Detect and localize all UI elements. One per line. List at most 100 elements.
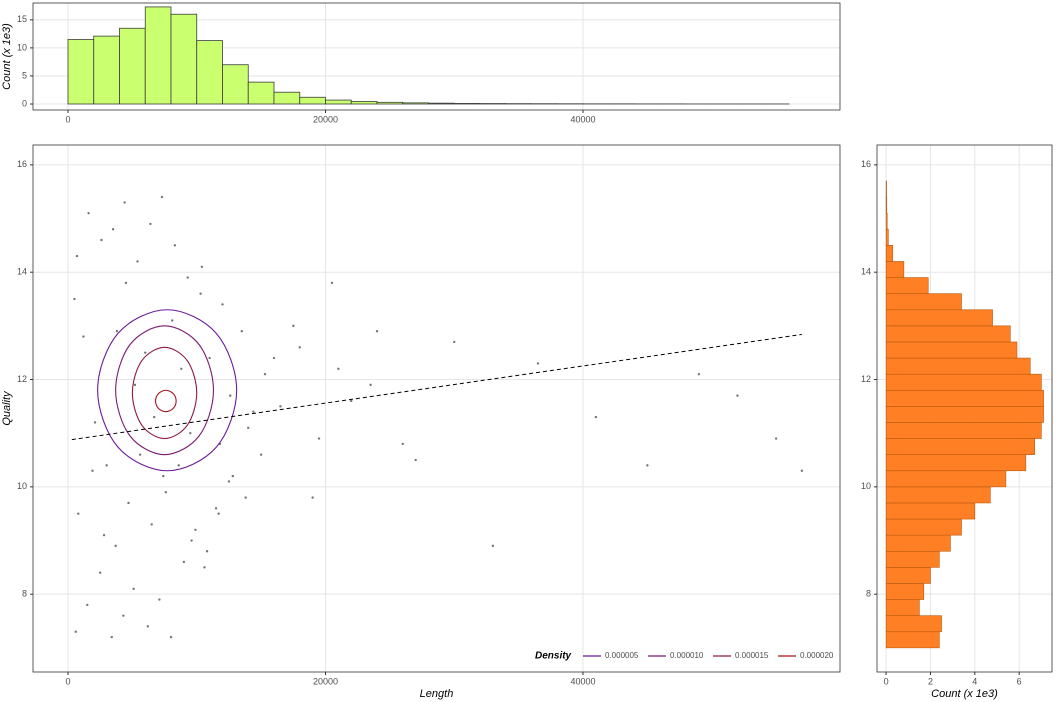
point (214, 507, 218, 510)
point (87, 211, 90, 215)
y-tick-label: 8 (866, 589, 871, 599)
density-contour (131, 346, 198, 440)
point (150, 523, 153, 526)
point (311, 496, 314, 499)
bar (885, 389, 1044, 407)
point (114, 544, 117, 548)
bar (453, 103, 481, 105)
bar (885, 212, 888, 230)
y-tick-label: 0 (22, 98, 27, 108)
density-contour (115, 325, 215, 456)
point (279, 405, 282, 408)
point (317, 437, 321, 440)
point (414, 458, 417, 462)
point (272, 356, 276, 360)
bar (196, 40, 223, 105)
bar (885, 373, 1042, 391)
y-tick-label: 10 (17, 42, 27, 52)
bar (885, 325, 1011, 343)
point (247, 426, 250, 430)
point (173, 244, 177, 247)
point (93, 421, 97, 424)
point (177, 464, 180, 467)
point (337, 367, 340, 370)
point (111, 228, 115, 231)
point (208, 356, 211, 360)
bar (885, 277, 929, 294)
legend-label: 0.000015 (735, 651, 769, 660)
bar (885, 309, 993, 327)
y-tick-label: 14 (17, 267, 27, 277)
point (123, 201, 126, 204)
point (164, 491, 168, 494)
bar (273, 91, 301, 105)
density-contour (154, 389, 177, 413)
point (330, 281, 334, 285)
x-tick-label: 4 (972, 676, 977, 686)
point (100, 238, 103, 242)
bar (885, 245, 894, 262)
panel-border (32, 144, 841, 673)
point (646, 464, 649, 467)
point (194, 528, 197, 531)
panel (33, 145, 840, 672)
point (199, 292, 202, 295)
point (149, 222, 152, 226)
bar (885, 518, 962, 536)
density-contour (97, 309, 238, 472)
point (98, 571, 102, 574)
bar (885, 422, 1042, 439)
x-tick-label: 0 (65, 114, 70, 124)
bar (93, 35, 120, 105)
bar (325, 99, 352, 105)
bar (885, 196, 888, 214)
legend-label: 0.000020 (800, 651, 834, 660)
bar (885, 341, 1018, 359)
point (73, 297, 76, 301)
x-tick-label: 2 (928, 676, 933, 686)
bar (885, 228, 889, 246)
x-tick-label: 20000 (313, 676, 338, 686)
point (229, 394, 232, 397)
point (77, 512, 80, 515)
bar (350, 101, 378, 105)
y-tick-label: 10 (17, 481, 27, 491)
bar (428, 102, 455, 105)
x-axis-title: Length (420, 688, 454, 700)
bar (885, 583, 925, 600)
bar (885, 261, 905, 278)
legend-label: 0.000005 (605, 651, 639, 660)
point (122, 614, 125, 617)
point (180, 367, 183, 370)
x-tick-label: 20000 (313, 114, 338, 124)
point (240, 330, 244, 333)
point (86, 603, 89, 607)
legend-label: 0.000010 (670, 651, 704, 660)
point (221, 303, 224, 306)
x-tick-label: 40000 (570, 114, 595, 124)
bar (885, 615, 942, 633)
point (132, 587, 135, 591)
point (127, 501, 130, 505)
point (200, 265, 204, 269)
point (736, 394, 739, 397)
bar (885, 454, 1027, 472)
point (153, 415, 156, 419)
point (124, 281, 128, 285)
bar (885, 486, 991, 504)
point (205, 550, 209, 553)
y-tick-label: 16 (861, 159, 871, 169)
x-tick-label: 0 (884, 676, 889, 686)
y-tick-label: 15 (17, 14, 27, 24)
bar (402, 102, 429, 105)
y-tick-label: 12 (17, 374, 27, 384)
panel-border (32, 2, 841, 111)
y-tick-label: 5 (22, 70, 27, 80)
point (401, 442, 404, 446)
bar (376, 101, 404, 105)
point (138, 453, 142, 456)
point (774, 437, 778, 440)
point (169, 635, 173, 639)
bar (885, 406, 1044, 423)
